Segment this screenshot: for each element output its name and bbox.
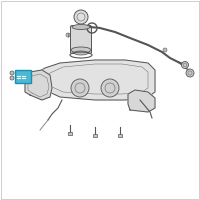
FancyBboxPatch shape	[93, 134, 97, 137]
Ellipse shape	[71, 47, 91, 53]
FancyBboxPatch shape	[118, 134, 122, 137]
Polygon shape	[38, 60, 155, 100]
FancyBboxPatch shape	[68, 132, 72, 135]
Ellipse shape	[74, 51, 88, 55]
FancyBboxPatch shape	[14, 70, 30, 82]
Ellipse shape	[72, 24, 90, 29]
Circle shape	[66, 33, 70, 37]
Circle shape	[10, 76, 14, 80]
FancyBboxPatch shape	[70, 25, 92, 53]
Circle shape	[74, 10, 88, 24]
Circle shape	[10, 71, 14, 75]
Polygon shape	[25, 70, 52, 100]
Polygon shape	[128, 90, 155, 112]
Circle shape	[163, 48, 167, 52]
Circle shape	[101, 79, 119, 97]
Circle shape	[71, 79, 89, 97]
Circle shape	[182, 62, 188, 68]
Circle shape	[186, 69, 194, 77]
